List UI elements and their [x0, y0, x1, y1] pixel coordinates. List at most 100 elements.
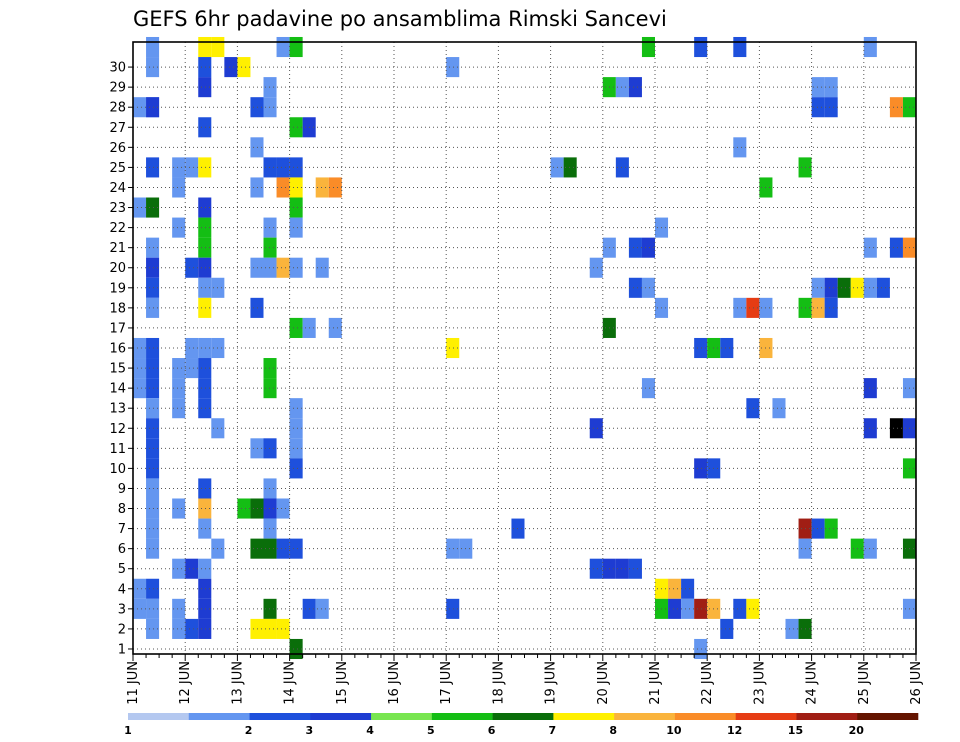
precip-cell: [694, 458, 708, 479]
precip-cell: [237, 57, 251, 78]
precip-cell: [198, 197, 212, 218]
precip-cell: [289, 197, 303, 218]
precip-cell: [746, 598, 760, 619]
precip-cell: [133, 378, 147, 399]
precip-cell: [276, 157, 290, 178]
precip-cell: [785, 618, 799, 639]
x-tick-label: 11 JUN: [126, 661, 141, 705]
y-tick-label: 20: [109, 261, 126, 276]
x-tick-label: 20 JUN: [596, 661, 611, 705]
precip-cell: [628, 77, 642, 98]
precip-cell: [641, 237, 655, 258]
precip-cell: [289, 257, 303, 278]
legend-swatch: [492, 713, 554, 720]
y-tick-label: 8: [118, 502, 126, 517]
precip-cell: [250, 498, 264, 519]
y-tick-label: 28: [109, 101, 126, 116]
precip-cell: [172, 498, 186, 519]
precip-cell: [185, 337, 199, 359]
legend-swatch: [674, 713, 736, 720]
precip-cell: [146, 518, 160, 539]
precip-cell: [198, 378, 212, 399]
precip-cell: [694, 598, 708, 619]
precip-cell: [289, 638, 303, 660]
precip-cell: [263, 498, 277, 519]
precip-cell: [811, 277, 825, 298]
grid-lines: [133, 42, 916, 654]
precip-cell: [172, 217, 186, 238]
precip-cell: [263, 358, 277, 379]
precip-cell: [133, 197, 147, 218]
precip-cell: [185, 257, 199, 278]
legend-label: 3: [305, 724, 313, 737]
precip-cell: [250, 177, 264, 198]
precip-cell: [198, 558, 212, 579]
precip-cell: [198, 217, 212, 238]
precip-cell: [250, 257, 264, 278]
precip-cell: [250, 438, 264, 459]
precip-cell: [641, 378, 655, 399]
precip-cell: [250, 97, 264, 118]
y-tick-label: 7: [118, 522, 126, 537]
legend-swatch: [371, 713, 433, 720]
y-tick-label: 5: [118, 562, 126, 577]
precip-cell: [198, 337, 212, 359]
precip-cell: [263, 257, 277, 278]
x-tick-label: 23 JUN: [752, 661, 767, 705]
precip-cell: [289, 398, 303, 419]
precip-cell: [263, 77, 277, 98]
precip-cell: [863, 538, 877, 559]
precip-cell: [172, 378, 186, 399]
precip-cell: [276, 177, 290, 198]
precip-cell: [889, 237, 903, 258]
precip-cell: [198, 257, 212, 278]
precip-cell: [315, 177, 329, 198]
precip-cell: [146, 197, 160, 218]
x-tick-label: 18 JUN: [491, 661, 506, 705]
precip-cell: [198, 237, 212, 258]
y-tick-label: 19: [109, 281, 126, 296]
x-tick-label: 24 JUN: [805, 661, 820, 705]
precip-cell: [289, 418, 303, 439]
precip-cell: [146, 358, 160, 379]
precip-cell: [276, 257, 290, 278]
y-tick-label: 11: [109, 442, 126, 457]
precip-cell: [289, 157, 303, 178]
precip-cell: [746, 398, 760, 419]
plot-frame: [132, 41, 917, 655]
y-axis: 1234567891011121314151617181920212223242…: [109, 61, 133, 657]
precip-cell: [198, 578, 212, 599]
precip-cell: [694, 337, 708, 359]
precip-cell: [146, 398, 160, 419]
precip-cell: [824, 277, 838, 298]
legend-swatch: [553, 713, 615, 720]
legend-swatch: [614, 713, 676, 720]
precip-cell: [263, 518, 277, 539]
y-tick-label: 12: [109, 422, 126, 437]
precip-cell: [146, 337, 160, 359]
precip-cell: [889, 418, 903, 439]
precip-cell: [863, 36, 877, 58]
legend-label: 5: [427, 724, 435, 737]
precip-cell: [198, 36, 212, 58]
precip-cell: [289, 538, 303, 559]
y-tick-label: 14: [109, 382, 126, 397]
y-tick-label: 9: [118, 482, 126, 497]
precip-cell: [237, 498, 251, 519]
precip-cell: [315, 257, 329, 278]
precip-cell: [146, 36, 160, 58]
precip-cell: [824, 297, 838, 318]
legend-label: 20: [849, 724, 865, 737]
precip-cell: [146, 378, 160, 399]
y-tick-label: 18: [109, 301, 126, 316]
precip-cell: [446, 598, 460, 619]
y-tick-label: 2: [118, 622, 126, 637]
precip-cell: [146, 618, 160, 639]
precip-cell: [146, 538, 160, 559]
precip-cell: [198, 618, 212, 639]
precip-cell: [668, 578, 682, 599]
y-tick-label: 16: [109, 342, 126, 357]
precip-cell: [733, 36, 747, 58]
precip-cell: [263, 438, 277, 459]
precip-cell: [198, 297, 212, 318]
